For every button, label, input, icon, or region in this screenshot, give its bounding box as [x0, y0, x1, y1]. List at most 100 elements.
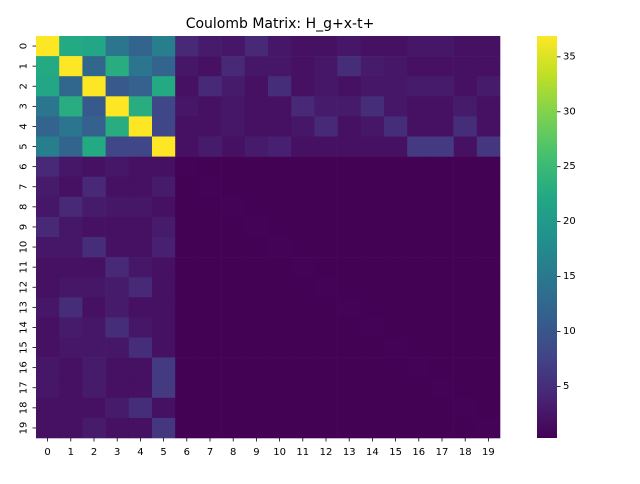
heatmap-cell: [175, 277, 199, 298]
x-tick-label: 19: [482, 447, 495, 458]
y-tick-label: 18: [19, 401, 30, 414]
heatmap-cell: [36, 377, 60, 399]
heatmap-cell: [244, 257, 269, 278]
heatmap-cell: [337, 257, 362, 278]
heatmap-cell: [384, 196, 408, 218]
heatmap-cell: [82, 377, 106, 399]
heatmap-cell: [384, 297, 408, 318]
heatmap-cell: [476, 417, 501, 439]
heatmap-cell: [430, 116, 454, 137]
heatmap-cell: [244, 277, 269, 298]
heatmap-cell: [268, 397, 292, 419]
heatmap-cell: [453, 317, 478, 338]
heatmap-cell: [128, 377, 153, 399]
heatmap-cell: [291, 317, 315, 338]
heatmap-cell: [59, 76, 83, 97]
heatmap-cell: [59, 216, 83, 238]
heatmap-cell: [128, 417, 153, 439]
heatmap-cell: [476, 377, 501, 399]
heatmap-cell: [59, 337, 83, 358]
y-tick-label: 1: [19, 63, 30, 69]
heatmap-cell: [360, 136, 385, 157]
heatmap-cell: [407, 277, 431, 298]
heatmap-cell: [221, 116, 246, 137]
heatmap-cell: [337, 36, 362, 57]
heatmap-cell: [384, 397, 408, 419]
heatmap-cell: [476, 56, 501, 77]
heatmap-cell: [453, 76, 478, 97]
heatmap-cell: [268, 96, 292, 117]
heatmap-cell: [198, 417, 222, 439]
heatmap-cell: [268, 176, 292, 198]
heatmap-cell: [244, 397, 269, 419]
y-tick-label: 16: [19, 361, 30, 374]
heatmap-cell: [221, 96, 246, 117]
heatmap-cell: [244, 36, 269, 57]
x-tick-label: 3: [114, 447, 120, 458]
heatmap-cell: [268, 317, 292, 338]
heatmap-cell: [82, 317, 106, 338]
heatmap-cell: [198, 156, 222, 177]
heatmap-cell: [453, 216, 478, 238]
heatmap-cell: [221, 337, 246, 358]
heatmap-cell: [407, 237, 431, 258]
heatmap-cell: [175, 136, 199, 157]
heatmap-cell: [36, 337, 60, 358]
heatmap-cell: [221, 377, 246, 399]
y-tick-label: 10: [19, 241, 30, 254]
heatmap-cell: [314, 76, 338, 97]
heatmap-cell: [430, 176, 454, 198]
heatmap-cell: [82, 277, 106, 298]
heatmap-cell: [244, 196, 269, 218]
heatmap-cell: [59, 156, 83, 177]
heatmap-cell: [198, 136, 222, 157]
heatmap-cell: [105, 136, 130, 157]
heatmap-cell: [128, 36, 153, 57]
heatmap-cell: [337, 176, 362, 198]
heatmap-cell: [128, 237, 153, 258]
heatmap-cell: [337, 56, 362, 77]
heatmap-cell: [105, 96, 130, 117]
heatmap-cell: [453, 397, 478, 419]
heatmap-cell: [430, 156, 454, 177]
heatmap-cell: [453, 36, 478, 57]
heatmap-cell: [175, 36, 199, 57]
x-tick-label: 12: [320, 447, 333, 458]
heatmap-cell: [198, 277, 222, 298]
heatmap-cell: [360, 76, 385, 97]
heatmap-cell: [59, 116, 83, 137]
heatmap-cell: [59, 297, 83, 318]
heatmap-cell: [337, 377, 362, 399]
heatmap-cell: [175, 297, 199, 318]
heatmap-cell: [291, 36, 315, 57]
heatmap-cell: [82, 397, 106, 419]
heatmap-cell: [36, 297, 60, 318]
heatmap-cell: [198, 237, 222, 258]
heatmap-cell: [59, 96, 83, 117]
heatmap-cell: [82, 196, 106, 218]
heatmap-cell: [152, 56, 176, 77]
heatmap-cell: [105, 196, 130, 218]
heatmap-cell: [152, 216, 176, 238]
heatmap-cell: [36, 176, 60, 198]
heatmap-cell: [291, 397, 315, 419]
heatmap-cell: [360, 277, 385, 298]
heatmap-cell: [244, 96, 269, 117]
heatmap-cell: [407, 257, 431, 278]
y-tick-label: 6: [19, 163, 30, 169]
heatmap-cell: [105, 277, 130, 298]
heatmap-cell: [407, 36, 431, 57]
heatmap-cell: [59, 56, 83, 77]
heatmap-cell: [175, 216, 199, 238]
heatmap-cell: [152, 317, 176, 338]
heatmap-cell: [291, 136, 315, 157]
heatmap-cell: [268, 216, 292, 238]
heatmap-cell: [384, 156, 408, 177]
heatmap-cell: [175, 76, 199, 97]
heatmap-cell: [407, 156, 431, 177]
heatmap-cell: [268, 116, 292, 137]
heatmap-cell: [175, 96, 199, 117]
heatmap-cell: [59, 377, 83, 399]
heatmap-cell: [453, 337, 478, 358]
heatmap-cell: [244, 417, 269, 439]
